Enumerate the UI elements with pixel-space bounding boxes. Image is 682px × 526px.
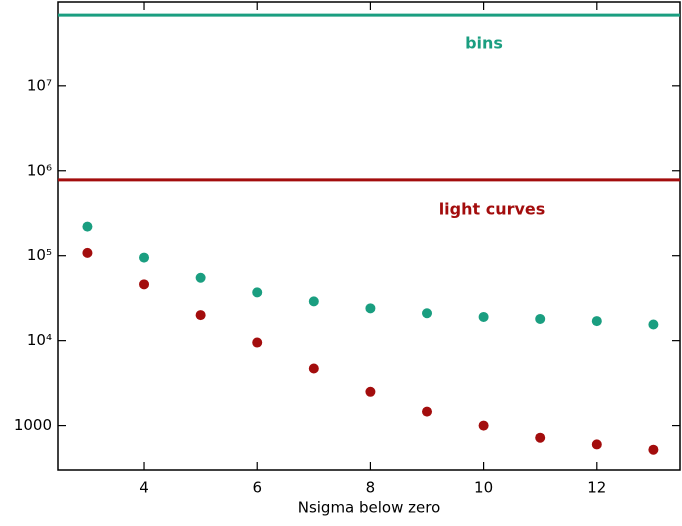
data-point xyxy=(82,221,93,232)
data-point xyxy=(591,316,602,327)
data-point xyxy=(422,406,433,417)
data-point xyxy=(478,311,489,322)
data-point xyxy=(308,363,319,374)
data-point xyxy=(139,252,150,263)
x-tick-label: 6 xyxy=(252,479,262,497)
series-label: light curves xyxy=(439,200,546,219)
y-tick-label: 10⁵ xyxy=(27,246,52,264)
data-point xyxy=(195,310,206,321)
data-point xyxy=(535,432,546,443)
data-point xyxy=(591,439,602,450)
data-point xyxy=(365,386,376,397)
data-point xyxy=(139,279,150,290)
y-tick-label: 10⁷ xyxy=(27,76,52,94)
data-point xyxy=(535,313,546,324)
data-point xyxy=(308,296,319,307)
y-tick-label: 1000 xyxy=(14,416,52,434)
data-point xyxy=(195,272,206,283)
data-point xyxy=(478,420,489,431)
y-tick-label: 10⁶ xyxy=(27,161,52,179)
data-point xyxy=(422,308,433,319)
data-point xyxy=(648,319,659,330)
data-point xyxy=(252,337,263,348)
x-tick-label: 8 xyxy=(366,479,376,497)
data-point xyxy=(365,303,376,314)
series-label: bins xyxy=(465,34,503,53)
plot-frame xyxy=(57,1,681,471)
x-axis-label: Nsigma below zero xyxy=(298,499,441,517)
data-point xyxy=(648,444,659,455)
x-tick-label: 4 xyxy=(139,479,149,497)
y-tick-label: 10⁴ xyxy=(27,331,52,349)
x-tick-label: 12 xyxy=(587,479,606,497)
x-tick-label: 10 xyxy=(474,479,493,497)
data-point xyxy=(252,287,263,298)
data-point xyxy=(82,247,93,258)
